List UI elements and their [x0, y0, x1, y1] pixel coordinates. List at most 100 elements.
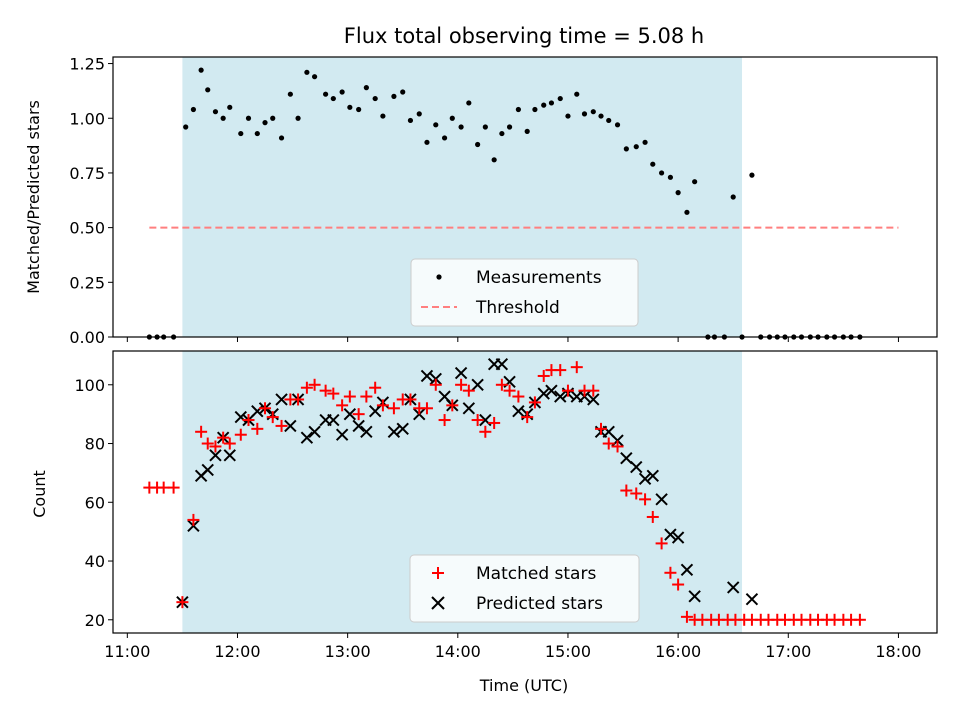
predicted-star-point	[327, 413, 340, 427]
measurement-point	[590, 109, 596, 115]
matched-star-point	[201, 437, 214, 450]
measurement-point	[650, 161, 656, 167]
matched-star-point	[336, 399, 349, 412]
measurement-point	[541, 102, 547, 108]
predicted-star-point	[335, 428, 349, 441]
measurement-point	[416, 111, 422, 117]
matched-star-point	[266, 411, 279, 424]
matched-star-point	[570, 361, 583, 374]
measurement-point	[380, 113, 386, 119]
matched-star-point	[446, 399, 459, 412]
predicted-star-point	[620, 452, 633, 465]
bottom-xtick-label: 11:00	[104, 642, 150, 661]
measurement-point	[449, 115, 455, 121]
predicted-star-point	[343, 407, 357, 421]
legend-threshold-label: Threshold	[475, 298, 560, 318]
measurement-point	[598, 113, 604, 119]
measurement-point	[254, 130, 260, 137]
matched-star-point	[167, 481, 180, 494]
matched-star-point	[217, 431, 230, 444]
x-axis-label: Time (UTC)	[479, 676, 568, 695]
matched-star-point	[680, 610, 693, 623]
matched-star-point	[438, 414, 451, 427]
top-ytick-label: 1.00	[69, 109, 105, 128]
measurement-point	[730, 194, 736, 200]
matched-star-point	[319, 384, 332, 397]
measurement-point	[391, 93, 397, 99]
matched-star-point	[327, 387, 340, 400]
measurement-point	[675, 190, 681, 196]
bottom-legend: Matched stars Predicted stars	[409, 554, 640, 623]
bottom-ytick-label: 40	[85, 552, 105, 571]
bottom-y-axis-label: Count	[30, 470, 49, 518]
matched-star-point	[242, 414, 255, 427]
measurement-point	[311, 74, 318, 80]
measurement-point	[347, 104, 353, 110]
legend-measurements-label: Measurements	[476, 268, 602, 288]
legend-predicted-label: Predicted stars	[476, 594, 603, 614]
matched-star-point	[209, 440, 222, 453]
matched-star-point	[176, 596, 189, 609]
measurement-point	[515, 106, 521, 113]
top-ytick-label: 0.50	[69, 219, 105, 238]
measurement-point	[749, 172, 755, 178]
bottom-ytick-label: 60	[85, 493, 105, 512]
measurement-point	[441, 135, 448, 141]
matched-star-point	[488, 416, 501, 429]
matched-star-point	[587, 384, 600, 397]
measurement-point	[407, 117, 414, 124]
matched-star-point	[234, 428, 247, 441]
matched-star-point	[259, 402, 272, 415]
measurement-point	[400, 89, 406, 95]
measurement-point	[633, 144, 639, 150]
matched-star-point	[455, 378, 468, 391]
matched-star-point	[528, 396, 541, 409]
matched-star-point	[646, 510, 659, 523]
measurement-point	[614, 122, 621, 128]
predicted-star-point	[462, 402, 476, 415]
matched-star-point	[223, 437, 236, 450]
measurement-point	[557, 95, 563, 102]
matched-star-point	[561, 384, 574, 397]
measurement-point	[424, 139, 430, 145]
predicted-star-point	[223, 449, 236, 462]
legend-predicted-marker	[431, 596, 445, 610]
matched-star-point	[404, 393, 417, 406]
measurement-point	[304, 69, 310, 75]
measurement-point	[245, 115, 252, 121]
predicted-star-point	[387, 425, 401, 438]
matched-star-point	[853, 613, 866, 626]
measurement-point	[475, 141, 481, 148]
matched-star-point	[292, 393, 305, 406]
predicted-star-point	[537, 387, 550, 400]
bottom-ytick-label: 100	[74, 376, 105, 395]
predicted-star-point	[360, 425, 373, 438]
measurement-point	[581, 111, 588, 117]
measurement-point	[372, 95, 378, 102]
measurement-point	[692, 179, 698, 185]
bottom-ytick-label: 20	[85, 611, 105, 630]
top-axes-frame	[112, 56, 938, 338]
matched-star-point	[503, 384, 516, 397]
top-ytick-label: 1.25	[69, 55, 105, 74]
matched-star-point	[537, 369, 550, 382]
matched-star-point	[512, 390, 525, 403]
matched-star-point	[308, 378, 321, 391]
top-ytick-label: 0.25	[69, 273, 105, 292]
matched-star-point	[672, 578, 685, 591]
legend-matched-label: Matched stars	[476, 564, 596, 584]
bottom-xtick-label: 15:00	[545, 642, 591, 661]
predicted-star-point	[545, 384, 558, 397]
predicted-star-point	[664, 528, 677, 541]
matched-star-point	[595, 422, 608, 435]
measurement-point	[433, 122, 439, 128]
matched-star-point	[554, 364, 567, 377]
matched-star-point	[275, 419, 288, 432]
measurement-point	[323, 91, 329, 97]
predicted-star-point	[680, 563, 694, 577]
predicted-star-point	[587, 393, 600, 406]
top-legend: Measurements Threshold	[410, 258, 639, 327]
measurement-point	[667, 174, 674, 180]
measurement-point	[205, 87, 211, 93]
matched-star-point	[360, 390, 373, 403]
